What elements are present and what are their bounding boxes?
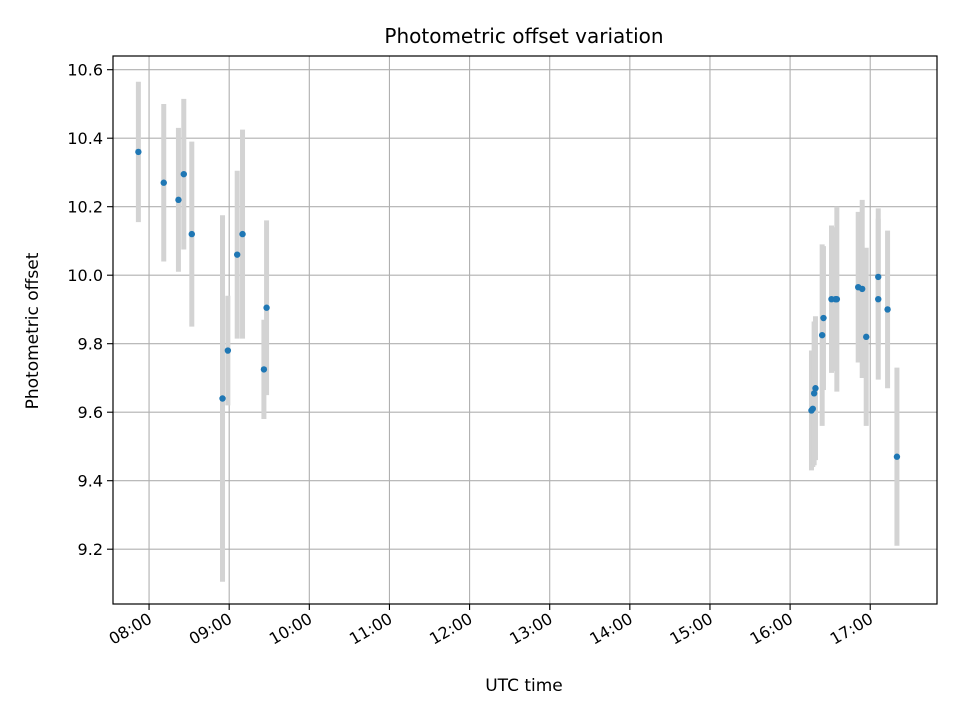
data-point [884, 306, 891, 313]
y-tick-label: 10.6 [67, 61, 103, 80]
data-point [234, 251, 241, 258]
data-point [263, 304, 270, 311]
y-tick-label: 10.4 [67, 129, 103, 148]
grid [113, 56, 937, 604]
y-tick-label: 9.8 [78, 335, 103, 354]
data-point [135, 148, 142, 156]
data-points [135, 148, 901, 460]
data-point [224, 347, 232, 354]
y-tick-label: 10.0 [67, 266, 103, 285]
y-tick-label: 9.4 [78, 472, 103, 491]
data-point [180, 170, 187, 178]
data-point [863, 333, 870, 341]
data-point [160, 179, 167, 186]
plot-area-frame [112, 55, 938, 605]
data-point [239, 230, 246, 238]
data-point [188, 230, 195, 238]
data-point [875, 273, 882, 281]
y-tick-label: 10.2 [67, 198, 103, 217]
data-point [810, 390, 818, 397]
data-point [875, 295, 882, 303]
data-point [175, 196, 182, 204]
chart-title: Photometric offset variation [384, 24, 663, 48]
data-point [809, 405, 816, 412]
data-point [859, 285, 866, 293]
y-tick-label: 9.6 [78, 403, 103, 422]
data-point [818, 331, 826, 339]
data-point [820, 314, 827, 322]
data-point [219, 395, 226, 402]
x-axis-label: UTC time [485, 676, 563, 696]
y-axis-ticks: 9.2 9.4 9.6 9.8 10.0 10.2 10.4 10.6 [67, 61, 113, 559]
y-axis-label: Photometric offset [23, 252, 43, 409]
data-point [893, 453, 901, 460]
data-point [833, 295, 841, 303]
data-point [260, 366, 268, 373]
y-tick-label: 9.2 [78, 540, 103, 559]
data-point [812, 385, 819, 392]
